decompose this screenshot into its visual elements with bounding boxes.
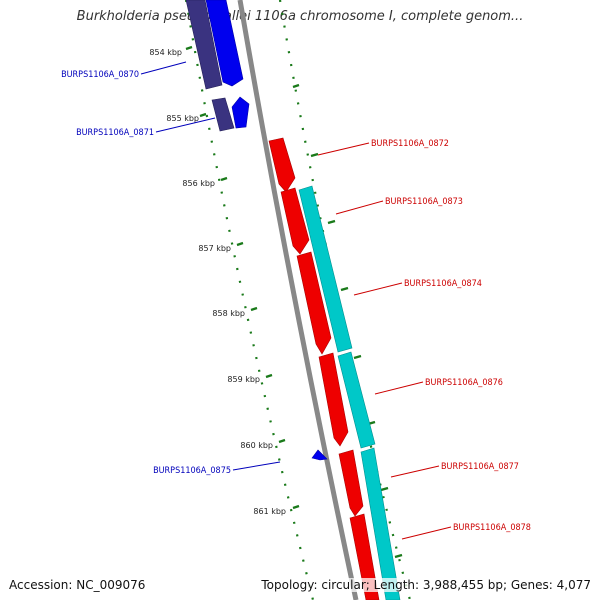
tick-label: 856 kbp <box>182 179 215 188</box>
gene-block-0871-cds[interactable] <box>211 97 235 132</box>
chromosome-backbone <box>237 0 359 600</box>
tick-mark <box>185 45 193 51</box>
tick-mark <box>353 354 362 360</box>
gene-block-0875[interactable] <box>311 449 328 461</box>
gene-block-0871[interactable] <box>231 96 250 129</box>
gene-label[interactable]: BURPS1106A_0870 <box>61 70 139 80</box>
gene-label[interactable]: BURPS1106A_0873 <box>385 197 463 207</box>
genome-summary-label: Topology: circular; Length: 3,988,455 bp… <box>261 578 591 592</box>
gene-label[interactable]: BURPS1106A_0876 <box>425 378 503 388</box>
tick-mark <box>292 504 300 510</box>
leader-lines <box>140 61 452 540</box>
gene-block-0877[interactable] <box>338 449 364 517</box>
gene-label[interactable]: BURPS1106A_0875 <box>153 466 231 476</box>
leader-line <box>155 117 216 133</box>
gene-label[interactable]: BURPS1106A_0871 <box>76 128 154 138</box>
leader-line <box>232 461 281 471</box>
gene-block-0872[interactable] <box>268 137 296 193</box>
gene-label[interactable]: BURPS1106A_0872 <box>371 139 449 149</box>
tick-mark <box>199 112 207 118</box>
gene-block-0876[interactable] <box>318 352 349 447</box>
leader-line <box>401 526 452 540</box>
accession-label: Accession: NC_009076 <box>9 578 146 592</box>
tick-label: 861 kbp <box>253 507 286 516</box>
gene-block-0874[interactable] <box>296 251 332 355</box>
leader-line <box>353 282 403 296</box>
gene-label[interactable]: BURPS1106A_0877 <box>441 462 519 472</box>
gene-block-0870[interactable] <box>205 0 244 87</box>
gene-label[interactable]: BURPS1106A_0874 <box>404 279 482 289</box>
tick-mark <box>265 373 273 379</box>
leader-line <box>335 200 384 215</box>
leader-line <box>390 465 440 478</box>
gene-block-0873-cds[interactable] <box>298 185 353 353</box>
tick-mark <box>327 219 336 225</box>
gene-block-0878-cds[interactable] <box>360 447 401 600</box>
tick-mark <box>250 306 258 312</box>
leader-line <box>374 381 424 395</box>
gene-block-0870-cds[interactable] <box>185 0 223 90</box>
tick-mark <box>220 176 228 182</box>
tick-mark <box>394 553 403 559</box>
tick-mark <box>380 486 389 492</box>
tick-marks <box>185 45 300 510</box>
outer-dotted-ring <box>278 0 412 600</box>
tick-mark <box>236 241 244 247</box>
tick-label: 857 kbp <box>198 244 231 253</box>
gene-block-0876-cds[interactable] <box>337 351 376 449</box>
leader-line <box>140 61 187 75</box>
gene-block-0873[interactable] <box>280 187 310 255</box>
tick-mark <box>340 286 349 292</box>
tick-label: 854 kbp <box>149 48 182 57</box>
tick-label: 858 kbp <box>212 309 245 318</box>
tick-label: 860 kbp <box>240 441 273 450</box>
leader-line <box>317 142 370 156</box>
gene-label[interactable]: BURPS1106A_0878 <box>453 523 531 533</box>
tick-mark <box>292 83 300 89</box>
tick-mark <box>310 152 319 158</box>
tick-mark <box>278 438 286 444</box>
tick-label: 859 kbp <box>227 375 260 384</box>
tick-label: 855 kbp <box>166 114 199 123</box>
outer-tick-marks <box>292 83 403 559</box>
